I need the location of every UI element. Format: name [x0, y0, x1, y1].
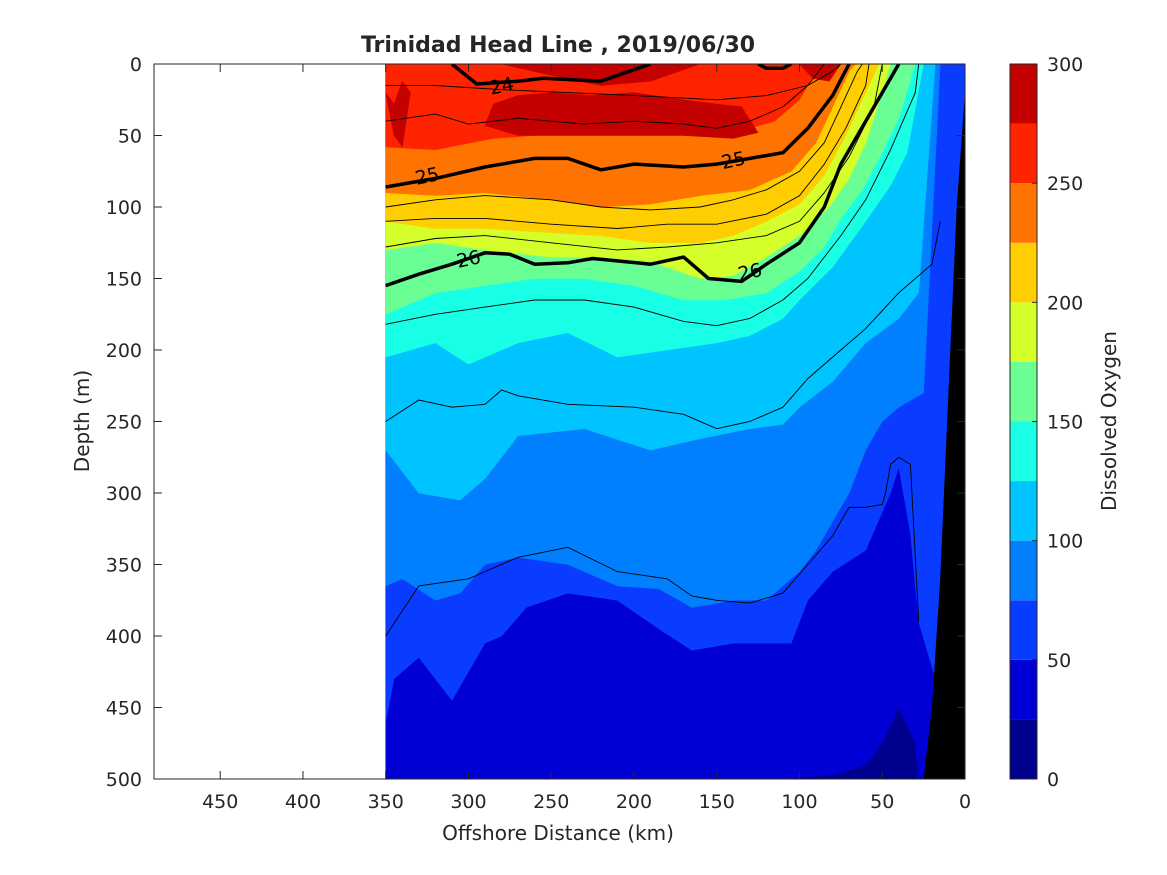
colorbar-tick-label: 250 [1047, 173, 1083, 195]
colorbar-tick-label: 300 [1047, 54, 1083, 76]
colorbar-segment [1010, 719, 1037, 779]
y-tick-label: 400 [106, 626, 142, 648]
oxygen-band-275-region [385, 80, 411, 148]
y-tick-label: 300 [106, 483, 142, 505]
oxygen-band-275-region [799, 64, 842, 82]
contour-label-24: 24 [488, 73, 516, 100]
bathymetry-layer [923, 92, 965, 779]
x-tick-label: 450 [202, 791, 238, 813]
contour-labels: 24 25 25 26 26 [413, 73, 764, 285]
density-contour-thin [385, 64, 842, 101]
density-contour-24 [450, 64, 652, 86]
bathymetry [923, 92, 965, 779]
y-tick-label: 450 [106, 698, 142, 720]
x-axis: 450 400 350 300 250 200 150 100 50 0 [202, 64, 971, 813]
contour-label-25: 25 [413, 163, 441, 190]
density-contour-26 [385, 64, 901, 288]
chart-title: Trinidad Head Line , 2019/06/30 [361, 33, 755, 58]
contour-label-25: 25 [719, 148, 747, 175]
x-tick-label: 350 [368, 791, 404, 813]
y-tick-label: 500 [106, 769, 142, 791]
density-contour-thin [385, 456, 920, 637]
density-contour-25 [385, 64, 851, 189]
x-tick-label: 150 [699, 791, 735, 813]
colorbar-segment [1010, 64, 1037, 124]
colorbar-segment [1010, 659, 1037, 720]
density-thin-contours [385, 64, 941, 637]
density-contour-thin [385, 64, 920, 327]
colorbar-tick-label: 200 [1047, 292, 1083, 314]
density-contour-thin [385, 64, 825, 129]
x-tick-label: 400 [285, 791, 321, 813]
x-tick-label: 0 [959, 791, 971, 813]
density-contour-thin [385, 64, 870, 229]
x-tick-label: 200 [616, 791, 652, 813]
y-tick-label: 150 [106, 269, 142, 291]
colorbar-segment [1010, 421, 1037, 482]
density-contour-thin [385, 64, 863, 211]
colorbar-segment [1010, 540, 1037, 601]
x-tick-label: 250 [533, 791, 569, 813]
colorbar-segment [1010, 481, 1037, 541]
colorbar: 0 50 100 150 200 250 300 [1009, 54, 1083, 791]
x-tick-label: 300 [450, 791, 486, 813]
y-tick-label: 0 [130, 54, 142, 76]
y-axis: 0 50 100 150 200 250 300 350 400 450 500 [106, 54, 965, 791]
density-contour-24 [757, 64, 793, 71]
colorbar-segment [1010, 361, 1037, 422]
colorbar-segment [1010, 242, 1037, 303]
y-tick-label: 250 [106, 412, 142, 434]
oxygen-band-275-region [484, 92, 759, 139]
colorbar-segment [1010, 123, 1037, 184]
density-bold-contours [385, 64, 901, 288]
contour-label-26: 26 [455, 246, 483, 273]
plot-area: 24 25 25 26 26 [153, 63, 966, 780]
density-contour-thin [385, 221, 941, 430]
x-axis-label: Offshore Distance (km) [442, 821, 674, 845]
oxygen-filled-contours [385, 64, 965, 779]
x-tick-label: 50 [870, 791, 894, 813]
colorbar-segment [1010, 183, 1037, 243]
colorbar-label: Dissolved Oxygen [1097, 331, 1121, 511]
colorbar-tick-label: 50 [1047, 650, 1071, 672]
x-tick-label: 100 [781, 791, 817, 813]
colorbar-segment [1010, 600, 1037, 660]
y-tick-label: 350 [106, 555, 142, 577]
colorbar-segment [1010, 302, 1037, 362]
y-axis-label: Depth (m) [70, 370, 94, 472]
contour-label-26: 26 [736, 259, 764, 286]
y-tick-label: 200 [106, 340, 142, 362]
density-contour-thin [385, 64, 883, 251]
colorbar-tick-label: 0 [1047, 769, 1059, 791]
colorbar-tick-label: 150 [1047, 412, 1083, 434]
colorbar-tick-label: 100 [1047, 531, 1083, 553]
y-tick-label: 50 [118, 126, 142, 148]
y-tick-label: 100 [106, 197, 142, 219]
